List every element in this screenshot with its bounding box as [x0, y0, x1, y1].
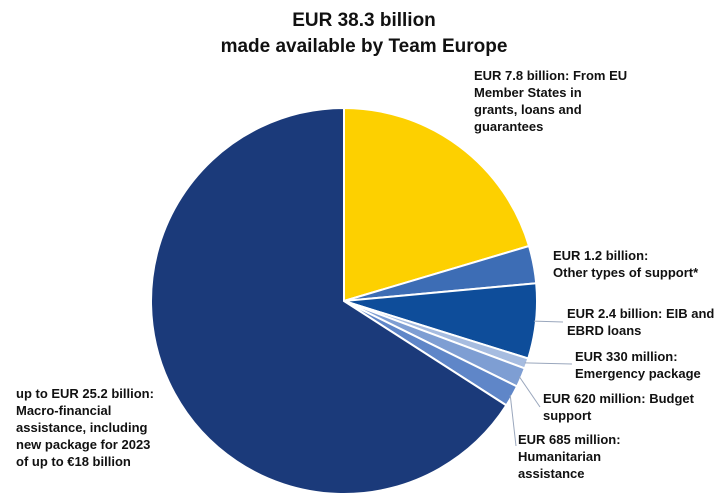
leader-line-budget-support	[518, 376, 541, 408]
slice-label-line: Other types of support*	[553, 265, 699, 280]
slice-label-line: EUR 620 million: Budget	[543, 391, 694, 406]
slice-label-emergency-package: EUR 330 million: Emergency package	[575, 348, 701, 382]
slice-label-line: Member States in	[474, 85, 582, 100]
slice-label-line: guarantees	[474, 119, 544, 134]
slice-label-macro-financial-assistance: up to EUR 25.2 billion: Macro-financial as…	[16, 385, 154, 470]
pie-slices	[150, 106, 538, 495]
pie-slice-macro-financial-assistance	[150, 106, 508, 495]
slice-label-line: assistance	[518, 466, 585, 481]
slice-label-line: support	[543, 408, 592, 423]
slice-label-eu-member-states: EUR 7.8 billion: From EU Member States in…	[474, 67, 627, 135]
chart-title-line-1: EUR 38.3 billion	[292, 10, 436, 31]
slice-label-line: EUR 1.2 billion:	[553, 248, 649, 263]
slice-label-line: new package for 2023	[16, 437, 151, 452]
slice-label-line: EUR 685 million:	[518, 432, 621, 447]
slice-label-line: assistance, including	[16, 420, 148, 435]
slice-label-line: EUR 2.4 billion: EIB and	[567, 306, 715, 321]
slice-label-budget-support: EUR 620 million: Budget support	[543, 390, 694, 424]
chart-title-line-2: made available by Team Europe	[220, 36, 508, 57]
slice-label-line: EBRD loans	[567, 323, 642, 338]
leader-lines	[509, 320, 573, 447]
slice-label-other-support: EUR 1.2 billion: Other types of support*	[553, 247, 698, 281]
slice-label-line: up to EUR 25.2 billion:	[16, 386, 154, 401]
slice-label-line: grants, loans and	[474, 102, 582, 117]
slice-label-line: Emergency package	[575, 366, 701, 381]
leader-line-eib-ebrd-loans	[533, 320, 564, 323]
leader-line-emergency-package	[524, 362, 573, 365]
slice-label-line: Macro-financial	[16, 403, 112, 418]
slice-label-line: of up to €18 billion	[16, 454, 131, 469]
slice-label-line: EUR 330 million:	[575, 349, 678, 364]
pie-slice-eu-member-states	[343, 106, 531, 303]
slice-label-humanitarian-assistance: EUR 685 million: Humanitarian assistance	[518, 431, 621, 482]
slice-label-eib-ebrd-loans: EUR 2.4 billion: EIB and EBRD loans	[567, 305, 714, 339]
slice-label-line: Humanitarian	[518, 449, 602, 464]
leader-line-humanitarian-assistance	[509, 395, 517, 447]
slice-label-line: EUR 7.8 billion: From EU	[474, 68, 628, 83]
